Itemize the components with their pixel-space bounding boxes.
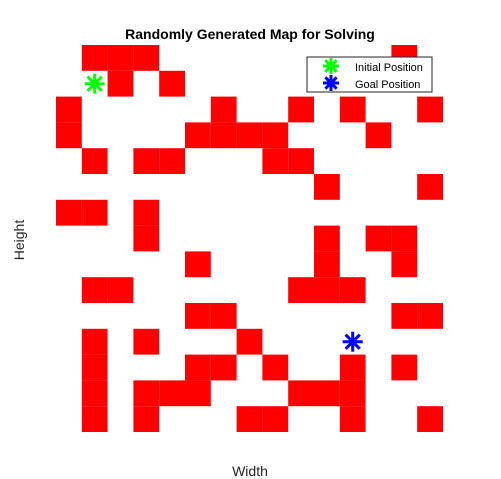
obstacle-cell <box>81 277 108 303</box>
obstacle-cell <box>314 380 340 407</box>
legend-label-initial: Initial Position <box>355 62 423 74</box>
obstacle-cell <box>107 70 134 97</box>
obstacle-cell <box>288 96 314 123</box>
obstacle-cell <box>365 122 392 149</box>
y-axis-label: Height <box>11 220 27 261</box>
obstacle-cell <box>236 406 263 432</box>
obstacle-cell <box>391 251 418 278</box>
obstacle-cell <box>210 122 237 149</box>
obstacle-cell <box>417 174 443 200</box>
obstacle-cell <box>81 199 108 226</box>
obstacle-cell <box>391 225 418 252</box>
legend-marker-initial <box>323 58 339 74</box>
obstacle-cell <box>81 328 108 355</box>
legend-label-goal: Goal Position <box>355 79 420 91</box>
obstacle-cell <box>339 277 366 303</box>
obstacle-cell <box>107 277 134 303</box>
obstacle-cell <box>56 96 82 123</box>
obstacle-cell <box>133 328 160 355</box>
goal-position-marker <box>342 331 363 352</box>
obstacle-cell <box>133 148 160 174</box>
obstacle-cell <box>417 303 443 329</box>
obstacle-cell <box>314 277 340 303</box>
obstacle-cell <box>210 96 237 123</box>
obstacle-cell <box>133 225 160 252</box>
obstacle-cell <box>185 251 211 278</box>
obstacle-cell <box>210 354 237 381</box>
obstacle-cell <box>417 406 443 432</box>
obstacle-cell <box>81 354 108 381</box>
obstacle-cell <box>159 380 185 407</box>
obstacle-cell <box>365 225 392 252</box>
obstacle-cell <box>185 380 211 407</box>
obstacle-cell <box>56 199 82 226</box>
obstacle-cell <box>339 380 366 407</box>
obstacle-cell <box>56 122 82 149</box>
obstacle-cell <box>339 406 366 432</box>
map-grid <box>56 45 443 432</box>
obstacle-cell <box>81 380 108 407</box>
obstacle-cell <box>314 174 340 200</box>
obstacle-cell <box>236 328 263 355</box>
obstacle-cell <box>288 277 314 303</box>
obstacle-cell <box>185 303 211 329</box>
obstacle-cell <box>288 148 314 174</box>
obstacle-cell <box>159 70 185 97</box>
obstacle-cell <box>314 251 340 278</box>
obstacle-cell <box>133 45 160 71</box>
legend: Initial Position Goal Position <box>306 56 433 93</box>
obstacle-cell <box>262 406 289 432</box>
obstacle-cell <box>133 199 160 226</box>
obstacle-cell <box>314 225 340 252</box>
obstacle-cell <box>236 122 263 149</box>
obstacle-cell <box>185 354 211 381</box>
initial-position-marker <box>84 73 105 94</box>
obstacle-cell <box>339 354 366 381</box>
obstacle-cell <box>81 45 108 71</box>
chart-title: Randomly Generated Map for Solving <box>125 26 375 42</box>
obstacle-cell <box>262 354 289 381</box>
obstacle-cell <box>133 406 160 432</box>
obstacle-cell <box>81 406 108 432</box>
legend-marker-goal <box>323 75 339 91</box>
obstacle-cell <box>133 380 160 407</box>
obstacle-cell <box>262 148 289 174</box>
obstacle-cell <box>391 303 418 329</box>
obstacle-cell <box>262 122 289 149</box>
obstacle-cell <box>159 148 185 174</box>
obstacle-cell <box>81 148 108 174</box>
obstacle-cell <box>339 96 366 123</box>
obstacle-cell <box>107 45 134 71</box>
position-markers <box>84 73 363 352</box>
obstacle-cell <box>391 354 418 381</box>
obstacle-cell <box>288 380 314 407</box>
obstacle-cell <box>185 122 211 149</box>
obstacle-cell <box>417 96 443 123</box>
obstacle-cell <box>210 303 237 329</box>
x-axis-label: Width <box>232 463 268 479</box>
